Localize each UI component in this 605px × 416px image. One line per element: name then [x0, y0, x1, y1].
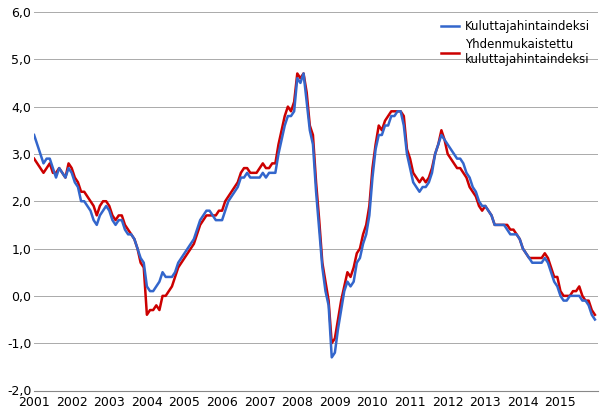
Kuluttajahintaindeksi — [244, 170, 251, 175]
Yhdenmukaistettu
kuluttajahintaindeksi — [96, 203, 103, 208]
Kuluttajahintaindeksi — [96, 213, 103, 218]
Yhdenmukaistettu
kuluttajahintaindeksi — [146, 307, 154, 312]
Kuluttajahintaindeksi — [40, 161, 47, 166]
Kuluttajahintaindeksi — [300, 71, 307, 76]
Legend: Kuluttajahintaindeksi, Yhdenmukaistettu
kuluttajahintaindeksi: Kuluttajahintaindeksi, Yhdenmukaistettu … — [436, 15, 595, 71]
Kuluttajahintaindeksi — [146, 289, 154, 294]
Yhdenmukaistettu
kuluttajahintaindeksi — [293, 71, 301, 76]
Kuluttajahintaindeksi — [535, 260, 542, 265]
Yhdenmukaistettu
kuluttajahintaindeksi — [579, 293, 586, 298]
Kuluttajahintaindeksi — [579, 298, 586, 303]
Line: Kuluttajahintaindeksi: Kuluttajahintaindeksi — [34, 74, 595, 357]
Kuluttajahintaindeksi — [30, 132, 38, 137]
Kuluttajahintaindeksi — [591, 317, 598, 322]
Yhdenmukaistettu
kuluttajahintaindeksi — [244, 166, 251, 171]
Yhdenmukaistettu
kuluttajahintaindeksi — [40, 170, 47, 175]
Yhdenmukaistettu
kuluttajahintaindeksi — [535, 255, 542, 260]
Line: Yhdenmukaistettu
kuluttajahintaindeksi: Yhdenmukaistettu kuluttajahintaindeksi — [34, 74, 595, 343]
Yhdenmukaistettu
kuluttajahintaindeksi — [328, 341, 335, 346]
Yhdenmukaistettu
kuluttajahintaindeksi — [591, 312, 598, 317]
Yhdenmukaistettu
kuluttajahintaindeksi — [30, 156, 38, 161]
Kuluttajahintaindeksi — [328, 355, 335, 360]
